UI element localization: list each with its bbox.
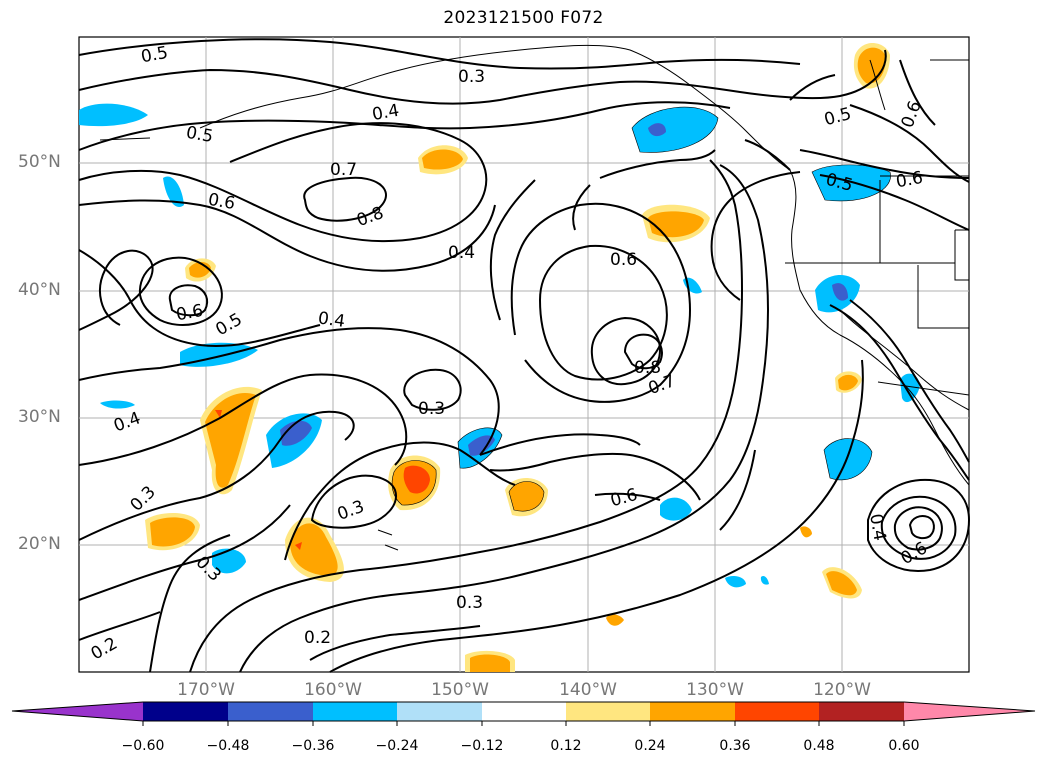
colorbar-tick-label: 0.36 (719, 738, 751, 754)
colorbar-swatch (482, 702, 566, 721)
map-title: 2023121500 F072 (443, 8, 604, 28)
colorbar-tick-label: −0.24 (375, 738, 419, 754)
colorbar-swatch (313, 702, 397, 721)
contour-label: 0.7 (330, 160, 357, 180)
lat-label: 20°N (18, 534, 61, 554)
lat-label: 40°N (18, 280, 61, 300)
contour-label: 0.4 (865, 512, 889, 542)
lon-label: 170°W (177, 680, 235, 700)
colorbar-swatch (904, 702, 1035, 721)
negative-anomaly-shading (79, 103, 920, 588)
positive-anomaly-shading (145, 42, 890, 672)
contour-label: 0.6 (175, 301, 205, 325)
colorbar-swatch (397, 702, 482, 721)
colorbar-swatch (819, 702, 904, 721)
contour-label: 0.2 (304, 628, 331, 648)
contour-label: 0.6 (894, 168, 924, 192)
contour-label: 0.5 (139, 43, 169, 67)
colorbar-swatch (650, 702, 735, 721)
contour-label: 0.4 (448, 243, 475, 263)
lon-label: 120°W (813, 680, 871, 700)
colorbar-swatch (228, 702, 313, 721)
colorbar-swatch (12, 702, 143, 721)
colorbar-tick-label: −0.36 (291, 738, 335, 754)
lon-label: 160°W (304, 680, 362, 700)
colorbar-swatch (143, 702, 228, 721)
contour-lines (78, 38, 971, 673)
colorbar-tick-label: 0.24 (634, 738, 666, 754)
coastlines (99, 44, 970, 551)
colorbar-tick-label: −0.48 (206, 738, 250, 754)
colorbar-tick-label: −0.60 (121, 738, 165, 754)
colorbar-tick-label: 0.12 (550, 738, 582, 754)
colorbar-swatch (735, 702, 819, 721)
colorbar-tick-label: −0.12 (460, 738, 504, 754)
lon-label: 140°W (559, 680, 617, 700)
lon-label: 130°W (686, 680, 744, 700)
contour-label: 0.8 (634, 358, 661, 378)
contour-label: 0.3 (418, 399, 445, 419)
colorbar-tick-label: 0.48 (803, 738, 835, 754)
contour-label: 0.3 (458, 67, 485, 87)
lat-label: 30°N (18, 407, 61, 427)
contour-label: 0.4 (371, 101, 401, 125)
contour-label: 0.6 (206, 190, 236, 214)
contour-label: 0.6 (610, 250, 637, 270)
lat-label: 50°N (18, 152, 61, 172)
colorbar-swatch (566, 702, 650, 721)
colorbar (11, 701, 1036, 726)
lon-label: 150°W (431, 680, 489, 700)
contour-label: 0.5 (184, 123, 214, 147)
anomaly-outlines (391, 106, 891, 512)
colorbar-tick-label: 0.60 (888, 738, 920, 754)
contour-label: 0.4 (317, 308, 347, 332)
contour-label: 0.3 (456, 593, 483, 613)
